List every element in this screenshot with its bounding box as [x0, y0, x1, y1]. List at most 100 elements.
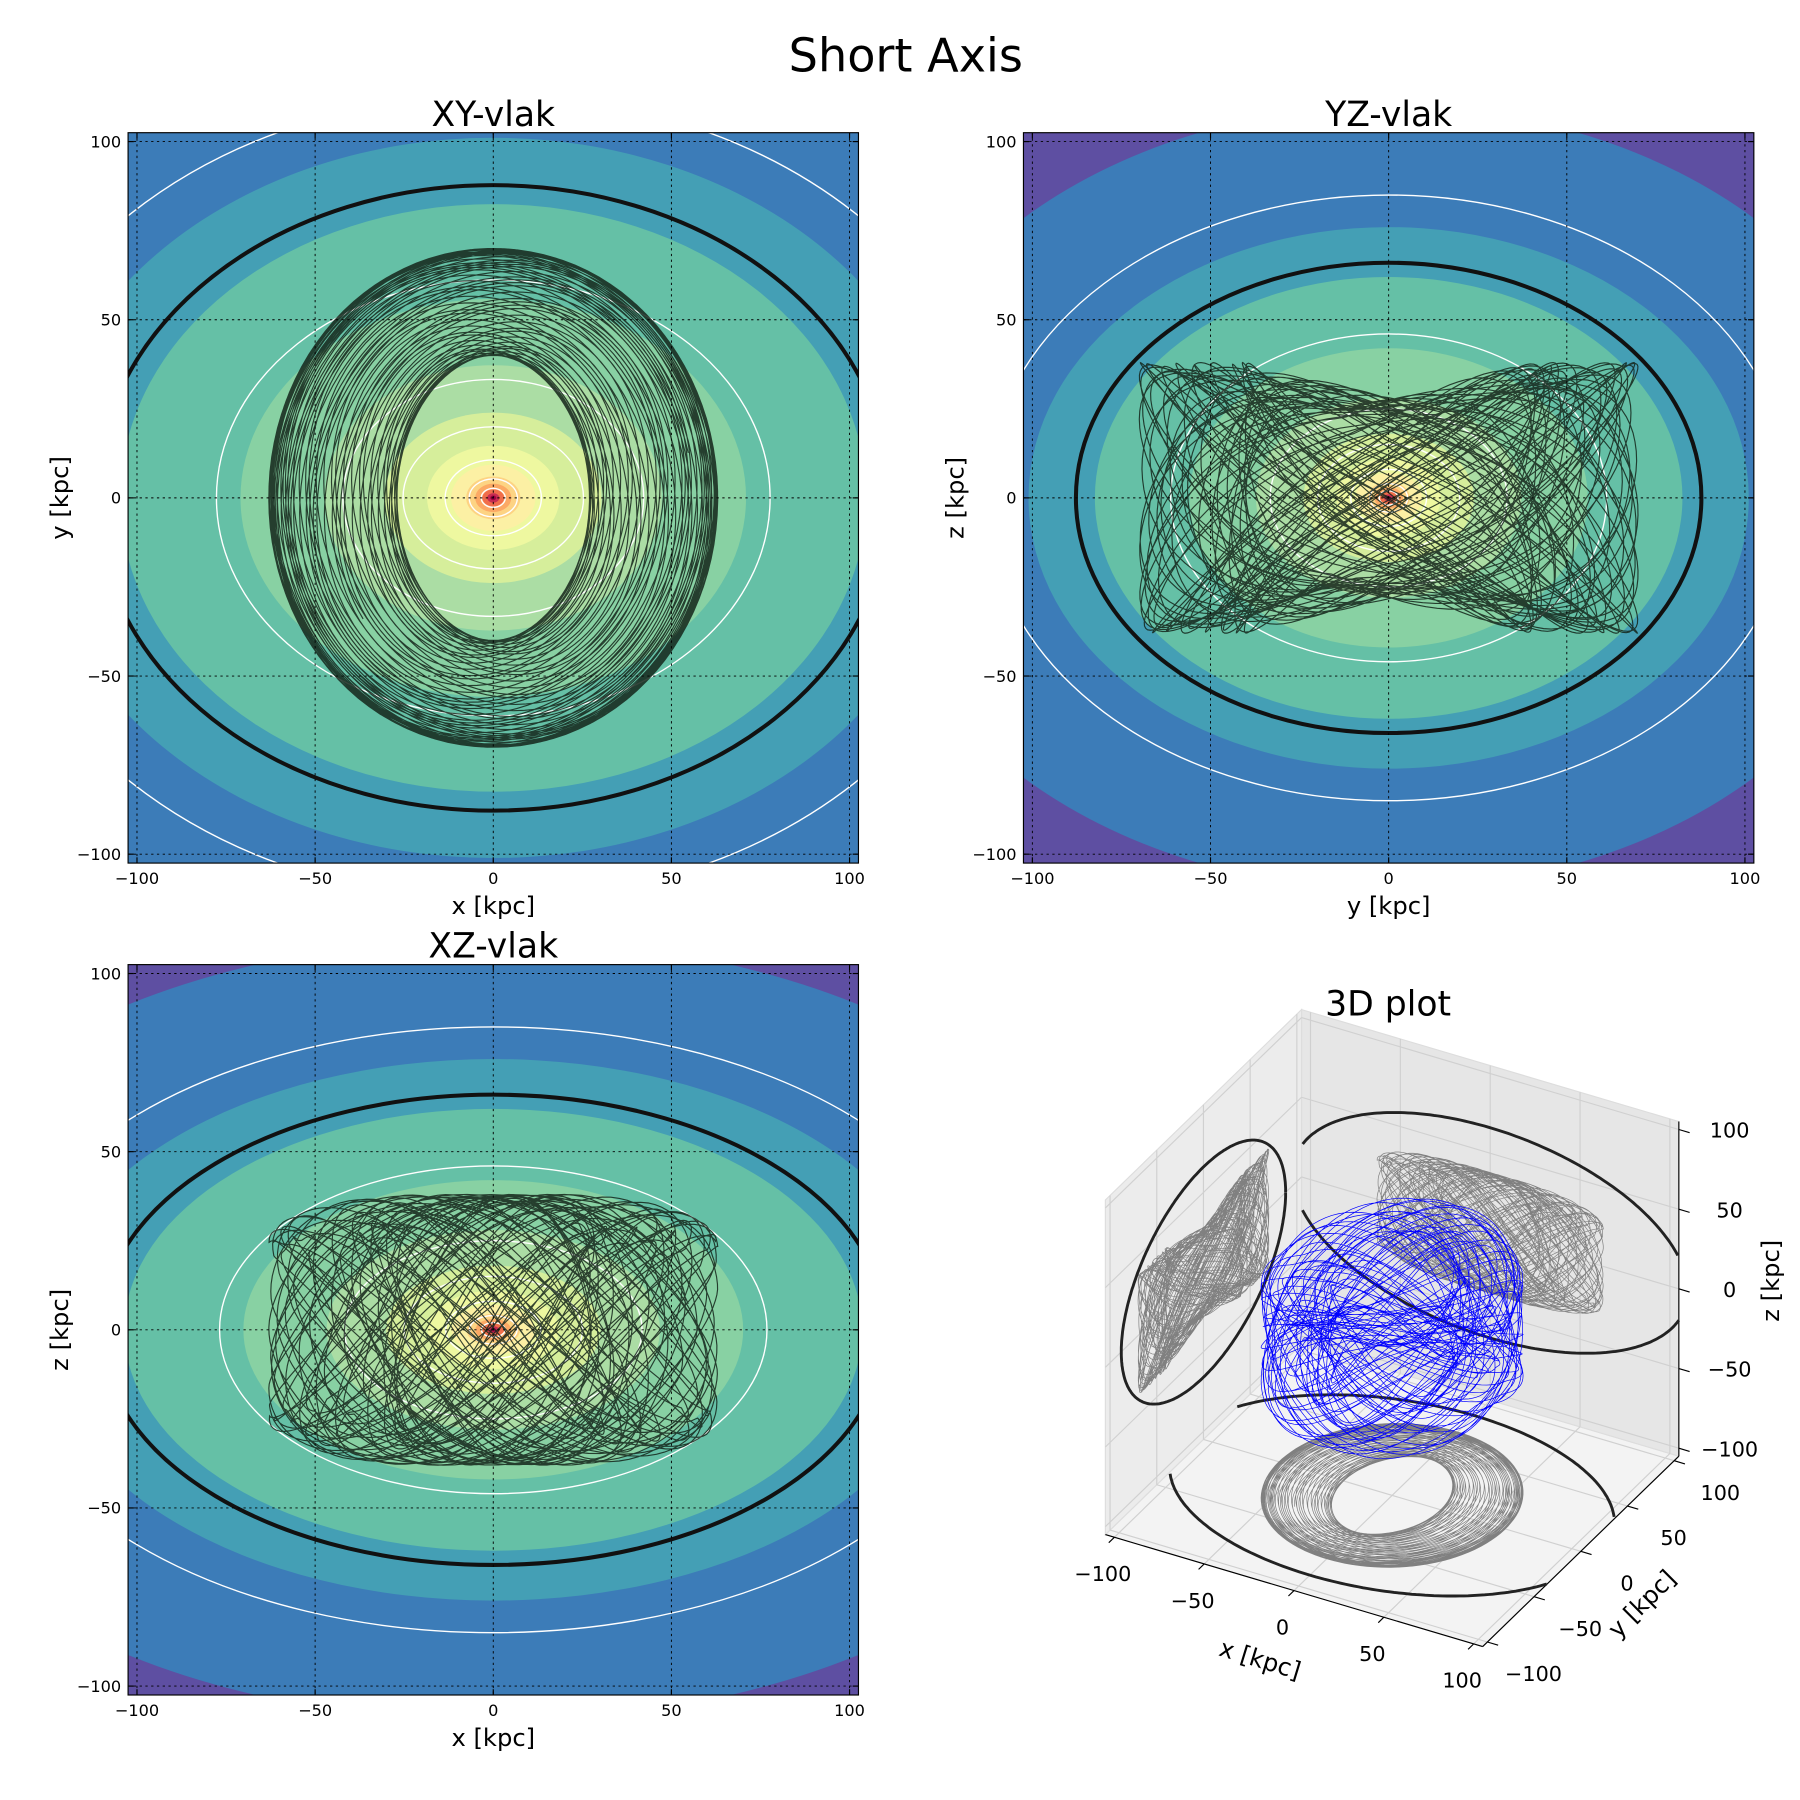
panel-title: 3D plot [1325, 984, 1451, 1024]
axes-frame [1022, 132, 1755, 864]
tick-mark [1198, 1563, 1205, 1570]
x-tick-label: 50 [1359, 1642, 1385, 1666]
y-tick-label: 100 [90, 964, 121, 983]
x-tick-label: 0 [488, 1701, 498, 1720]
tick-mark [1580, 1550, 1592, 1556]
x-axis-label: x [kpc] [451, 1724, 535, 1752]
y-axis-label: y [kpc] [46, 456, 74, 540]
orbit-projection [1260, 1423, 1524, 1568]
y-tick-label: −50 [87, 667, 121, 686]
tick-mark [1377, 1616, 1385, 1624]
y-tick-label: −100 [1505, 1662, 1562, 1686]
orbit [268, 247, 719, 748]
contour-line [1023, 194, 1754, 802]
x-tick-label: −50 [298, 1701, 332, 1720]
panel-title: XZ-vlak [428, 927, 558, 967]
z-tick-label: 100 [1710, 1119, 1750, 1143]
y-tick-label: −100 [77, 1677, 121, 1696]
y-tick-label: −100 [972, 845, 1016, 864]
y-tick-label: 50 [996, 311, 1017, 330]
grid-line [1104, 1096, 1302, 1289]
tick-mark [1533, 1596, 1546, 1601]
y-axis-label: z [kpc] [941, 457, 969, 539]
x-tick-label: 100 [834, 1701, 865, 1720]
y-tick-label: −50 [982, 667, 1016, 686]
x-axis-label: x [kpc] [451, 892, 535, 920]
grid-line [1104, 1256, 1302, 1448]
z-tick-label: −100 [1701, 1437, 1758, 1461]
y-tick-label: 100 [986, 132, 1017, 151]
x-axis-label: y [kpc] [1347, 892, 1431, 920]
contour-projection [1119, 1138, 1288, 1406]
axis-line [1482, 1455, 1680, 1647]
grid-line [1104, 1335, 1302, 1528]
contour-line [218, 1165, 768, 1495]
tick-mark [1467, 1643, 1475, 1650]
z-axis-label: z [kpc] [1757, 1240, 1785, 1322]
x-tick-label: 100 [1730, 869, 1761, 888]
z-tick-label: 50 [1716, 1198, 1742, 1222]
x-tick-label: −100 [1010, 869, 1054, 888]
axes-frame [127, 132, 860, 864]
grid-line [1109, 1529, 1488, 1643]
x-tick-label: −50 [1171, 1589, 1215, 1613]
x-tick-label: −100 [115, 869, 159, 888]
contour-line [402, 426, 585, 570]
y-tick-label: 50 [101, 311, 122, 330]
contour-projection [1168, 1393, 1616, 1598]
tick-mark [1678, 1447, 1690, 1452]
x-tick-label: 0 [1384, 869, 1394, 888]
y-tick-label: −50 [1558, 1617, 1602, 1641]
y-tick-label: 0 [1620, 1572, 1633, 1596]
panel-title: XY-vlak [431, 95, 555, 135]
z-tick-label: 0 [1723, 1278, 1736, 1302]
orbit-projection [1376, 1151, 1604, 1314]
tick-mark [1288, 1590, 1295, 1597]
tick-mark [1487, 1641, 1499, 1646]
x-tick-label: 100 [1442, 1669, 1482, 1693]
tick-mark [1674, 1460, 1686, 1465]
x-tick-label: 0 [1276, 1615, 1289, 1639]
grid-line [1301, 1017, 1680, 1131]
tick-mark [1108, 1536, 1115, 1544]
axis-line [1105, 1534, 1483, 1648]
y-tick-label: 0 [1006, 489, 1016, 508]
contour-line [128, 1026, 859, 1634]
x-tick-label: −100 [115, 1701, 159, 1720]
x-tick-label: 50 [661, 869, 682, 888]
orbit [268, 1193, 719, 1466]
y-tick-label: 100 [1701, 1481, 1741, 1505]
y-tick-label: 50 [1660, 1526, 1686, 1550]
tick-mark [1678, 1128, 1690, 1134]
x-tick-label: −50 [1193, 869, 1227, 888]
grid-line [1250, 1393, 1628, 1507]
y-tick-label: 0 [111, 1321, 121, 1340]
orbit-3d [1260, 1197, 1524, 1460]
tick-mark [1678, 1367, 1690, 1373]
x-tick-label: −100 [1074, 1562, 1131, 1586]
x-tick-label: −50 [298, 869, 332, 888]
contour-line [444, 459, 543, 537]
x-tick-label: 100 [834, 869, 865, 888]
axes-frame [127, 964, 860, 1696]
x-tick-label: 50 [1557, 869, 1578, 888]
orbit [1138, 361, 1639, 634]
y-tick-label: 50 [101, 1142, 122, 1161]
tick-mark [1678, 1208, 1690, 1213]
panel-title: YZ-vlak [1324, 95, 1452, 135]
x-tick-label: 0 [488, 869, 498, 888]
tick-mark [1678, 1288, 1690, 1293]
tick-mark [1627, 1505, 1639, 1510]
y-axis-label: z [kpc] [46, 1289, 74, 1371]
x-tick-label: 50 [661, 1701, 682, 1720]
z-tick-label: −50 [1708, 1358, 1752, 1382]
y-tick-label: −50 [87, 1499, 121, 1518]
y-tick-label: −100 [77, 845, 121, 864]
grid-line [1203, 1438, 1581, 1552]
y-tick-label: 0 [111, 489, 121, 508]
grid-line [1104, 1017, 1302, 1209]
grid-line [1301, 1176, 1680, 1290]
y-tick-label: 100 [90, 132, 121, 151]
